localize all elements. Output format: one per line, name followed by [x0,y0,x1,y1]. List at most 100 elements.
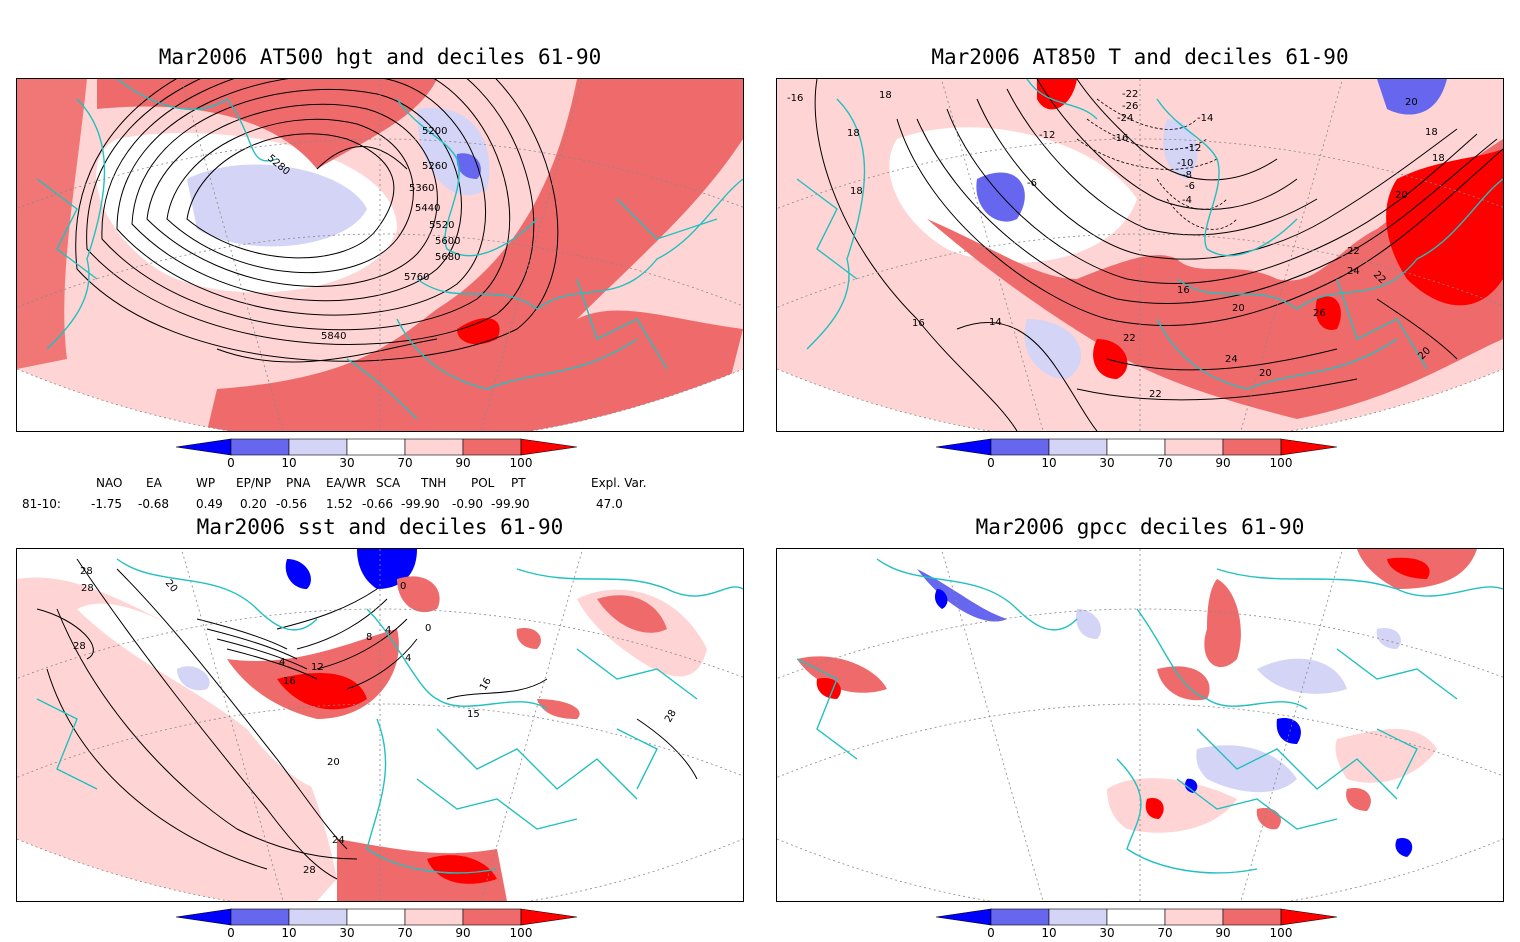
colorbar-swatch [1164,438,1224,456]
index-header: NAO [96,476,123,490]
colorbar-swatch [520,908,578,926]
colorbar-swatch [230,908,290,926]
colorbar-tick-label: 0 [987,456,995,470]
colorbar-tick-label: 0 [227,456,235,470]
colorbar-graphic [935,908,1338,926]
contour-label: 18 [847,128,860,139]
contour-label: 28 [303,865,316,876]
contour-label: -6 [1185,181,1195,192]
contour-label: 20 [1259,368,1272,379]
contour-label: -8 [1182,170,1192,181]
index-header: EA/WR [326,476,367,490]
index-header: Expl. Var. [591,476,647,490]
contour-label: 24 [332,835,345,846]
colorbar-tick-label: 100 [509,926,533,940]
colorbar-swatch [1280,908,1338,926]
colorbar-tick-label: 100 [1269,926,1293,940]
contour-label: -22 [1122,89,1138,100]
colorbar-swatch [288,908,348,926]
index-row-label: 81-10: [22,497,61,511]
contour-label: -14 [1197,113,1213,124]
colorbar-t850: 0 10 30 70 90 100 [935,438,1345,472]
colorbar-swatch [1048,908,1108,926]
colorbar-tick-label: 30 [339,926,355,940]
contour-label: 5520 [429,220,454,231]
index-value: 1.52 [326,497,353,511]
contour-label: -12 [1185,143,1201,154]
contour-label: 4 [279,657,285,668]
colorbar-swatch [520,438,578,456]
index-value: 0.20 [240,497,267,511]
contour-label: 16 [1177,285,1190,296]
contour-label: 20 [327,757,340,768]
index-header: EP/NP [236,476,272,490]
panel-title-hgt500: Mar2006 AT500 hgt and deciles 61-90 [158,45,602,69]
colorbar-gpcc: 0 10 30 70 90 100 [935,908,1345,942]
colorbar-graphic [175,908,578,926]
index-header: WP [196,476,216,490]
colorbar-swatch [404,438,464,456]
contour-label: 28 [81,583,94,594]
colorbar-tick-label: 100 [1269,456,1293,470]
contour-label: 22 [1347,246,1360,257]
contour-label: 24 [1225,354,1238,365]
colorbar-swatch [175,908,232,926]
colorbar-swatch [230,438,290,456]
contour-label: 24 [1347,266,1360,277]
contour-label: 18 [1432,153,1445,164]
contour-label: 4 [385,625,391,636]
contour-label: 4 [405,653,411,664]
contour-label: 14 [989,317,1002,328]
contour-label: -6 [1027,178,1037,189]
contour-label: 20 [1395,190,1408,201]
contour-label: 26 [1313,308,1326,319]
colorbar-tick-label: 70 [1157,456,1173,470]
index-header: EA [146,476,162,490]
colorbar-swatch [1280,438,1338,456]
colorbar-swatch [1164,908,1224,926]
colorbar-swatch [1106,438,1166,456]
index-value: 0.49 [196,497,223,511]
colorbar-graphic [935,438,1338,456]
colorbar-tick-label: 90 [455,926,471,940]
colorbar-tick-label: 90 [1215,456,1231,470]
colorbar-tick-label: 10 [281,456,297,470]
contour-label: 22 [1123,333,1136,344]
contour-label: 0 [425,623,431,634]
contour-label: -26 [1122,101,1138,112]
index-value: -1.75 [91,497,123,511]
contour-label: 5440 [415,203,440,214]
contour-label: 18 [1425,127,1438,138]
map-t850: -16 18 18 18 -22 -26 -24 -16 -12 -14 -12… [776,78,1504,432]
colorbar-tick-label: 10 [1041,456,1057,470]
contour-label: 16 [912,318,925,329]
colorbar-swatch [1222,438,1282,456]
colorbar-sst: 0 10 30 70 90 100 [175,908,585,942]
contour-label: 15 [467,709,480,720]
colorbar-tick-label: 70 [397,926,413,940]
index-header: PNA [286,476,311,490]
colorbar-swatch [990,908,1050,926]
colorbar-tick-label: 30 [1099,456,1115,470]
colorbar-tick-label: 30 [339,456,355,470]
index-value: 47.0 [596,497,623,511]
colorbar-swatch [1222,908,1282,926]
panel-title-gpcc: Mar2006 gpcc deciles 61-90 [975,515,1305,539]
contour-label: -4 [1182,195,1192,206]
colorbar-swatch [462,438,522,456]
colorbar-swatch [346,438,406,456]
index-header: SCA [376,476,401,490]
index-value: -0.90 [452,497,484,511]
colorbar-tick-label: 30 [1099,926,1115,940]
contour-label: 5760 [404,272,429,283]
index-header: PT [511,476,526,490]
colorbar-swatch [175,438,232,456]
map-hgt500: 5200 5280 5260 5360 5440 5520 5600 5680 … [16,78,744,432]
contour-label: 20 [1232,303,1245,314]
contour-label: 12 [311,662,324,673]
contour-label: -16 [787,93,803,104]
colorbar-hgt500: 0 10 30 70 90 100 [175,438,585,472]
colorbar-swatch [346,908,406,926]
panel-title-sst: Mar2006 sst and deciles 61-90 [196,515,564,539]
index-header: TNH [421,476,447,490]
